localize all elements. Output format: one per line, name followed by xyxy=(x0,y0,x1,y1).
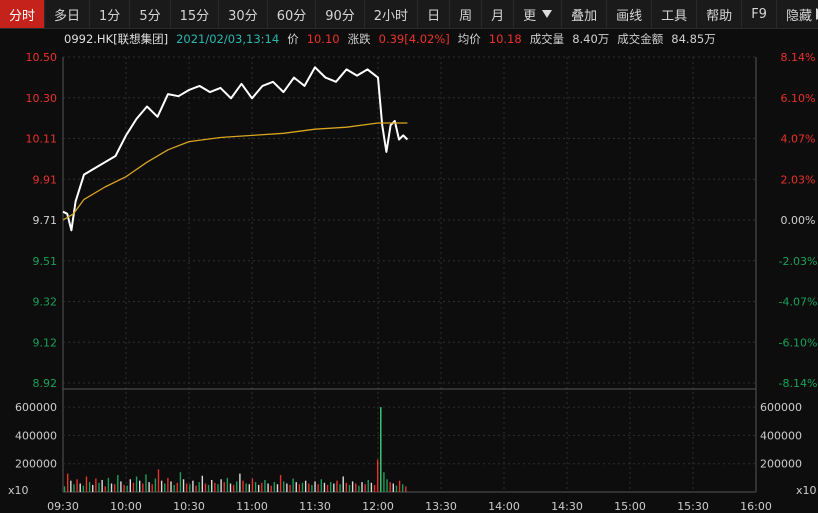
y-tick-label-left: 10.30 xyxy=(26,92,58,105)
x-tick-label: 10:00 xyxy=(110,500,142,513)
y-tick-label-right: -6.10% xyxy=(779,336,818,349)
tab-14[interactable]: 画线 xyxy=(607,0,653,28)
quote-info-bar: 0992.HK[联想集团] 2021/02/03,13:14 价 10.10 涨… xyxy=(0,29,818,49)
tab-label: 叠加 xyxy=(571,8,598,24)
y-tick-label-left: 10.50 xyxy=(26,51,58,64)
tab-label: 月 xyxy=(491,8,505,24)
tab-17[interactable]: F9 xyxy=(742,0,777,28)
tab-label: 周 xyxy=(459,8,473,24)
y-tick-label-right: 0.00% xyxy=(781,214,816,227)
x-tick-label: 14:30 xyxy=(551,500,583,513)
price-value: 10.10 xyxy=(306,32,340,46)
tab-label: 更 xyxy=(523,8,537,24)
turnover-value: 84.85万 xyxy=(671,32,716,46)
avg-price-label: 均价 xyxy=(457,32,481,46)
y-tick-label-left: 9.32 xyxy=(33,296,58,309)
x-tick-label: 15:30 xyxy=(677,500,709,513)
volume-tick-label-right: 600000 xyxy=(760,401,802,414)
volume-unit-label-right: x10 xyxy=(796,484,817,497)
y-tick-label-left: 9.12 xyxy=(33,336,58,349)
volume-tick-label-left: 200000 xyxy=(15,458,57,471)
x-tick-label: 12:00 xyxy=(362,500,394,513)
y-tick-label-left: 10.11 xyxy=(26,133,58,146)
tab-7[interactable]: 90分 xyxy=(316,0,365,28)
tab-label: 帮助 xyxy=(706,8,733,24)
volume-value: 8.40万 xyxy=(572,32,610,46)
x-tick-label: 09:30 xyxy=(47,500,79,513)
volume-label: 成交量 xyxy=(529,32,565,46)
y-tick-label-right: -8.14% xyxy=(779,377,818,390)
tab-11[interactable]: 月 xyxy=(482,0,515,28)
tab-15[interactable]: 工具 xyxy=(652,0,698,28)
y-tick-label-right: 6.10% xyxy=(781,92,816,105)
dropdown-arrow-icon[interactable] xyxy=(542,10,553,18)
tab-label: 多日 xyxy=(54,8,81,24)
x-tick-label: 15:00 xyxy=(614,500,646,513)
tab-label: 工具 xyxy=(661,8,688,24)
tab-label: 30分 xyxy=(228,8,258,24)
tab-18[interactable]: 隐藏 xyxy=(777,0,818,28)
x-tick-label: 11:30 xyxy=(299,500,331,513)
tab-label: 2小时 xyxy=(373,8,409,24)
tab-label: 90分 xyxy=(325,8,355,24)
turnover-label: 成交金额 xyxy=(617,32,664,46)
stock-code: 0992.HK[联想集团] xyxy=(64,32,169,46)
x-tick-label: 11:00 xyxy=(236,500,268,513)
tab-1[interactable]: 多日 xyxy=(45,0,91,28)
tab-label: 15分 xyxy=(179,8,210,24)
tab-label: 分时 xyxy=(9,8,36,24)
change-label: 涨跌 xyxy=(347,32,371,46)
y-tick-label-right: -4.07% xyxy=(779,296,818,309)
tab-label: 画线 xyxy=(616,8,643,24)
change-value: 0.39[4.02%] xyxy=(378,32,450,46)
tab-10[interactable]: 周 xyxy=(450,0,483,28)
volume-tick-label-right: 400000 xyxy=(760,429,802,442)
tab-label: 日 xyxy=(427,8,441,24)
y-tick-label-right: -2.03% xyxy=(779,255,818,268)
volume-unit-label-left: x10 xyxy=(8,484,29,497)
y-tick-label-right: 2.03% xyxy=(781,173,816,186)
tab-13[interactable]: 叠加 xyxy=(562,0,608,28)
y-tick-label-left: 8.92 xyxy=(33,377,58,390)
y-tick-label-left: 9.91 xyxy=(33,173,58,186)
price-label: 价 xyxy=(287,32,299,46)
tab-3[interactable]: 5分 xyxy=(130,0,171,28)
x-tick-label: 13:30 xyxy=(425,500,457,513)
x-tick-label: 10:30 xyxy=(173,500,205,513)
tab-label: 隐藏 xyxy=(785,8,812,24)
tab-4[interactable]: 15分 xyxy=(171,0,220,28)
tab-label: 60分 xyxy=(276,8,307,24)
y-tick-label-left: 9.51 xyxy=(33,255,58,268)
tab-2[interactable]: 1分 xyxy=(90,0,131,28)
tab-12[interactable]: 更 xyxy=(514,0,563,28)
volume-tick-label-left: 600000 xyxy=(15,401,57,414)
tab-label: 1分 xyxy=(99,8,121,24)
period-toolbar: 分时 多日 1分 5分 15分 30分 60分 90分 2小时 日 周 月 更 叠加 画线 工具 帮助 F9 隐藏 xyxy=(0,0,818,29)
tab-9[interactable]: 日 xyxy=(418,0,451,28)
y-tick-label-right: 4.07% xyxy=(781,133,816,146)
volume-tick-label-right: 200000 xyxy=(760,458,802,471)
tab-5[interactable]: 30分 xyxy=(219,0,268,28)
price-line xyxy=(62,66,409,232)
tab-0[interactable]: 分时 xyxy=(0,0,46,28)
average-price-line xyxy=(62,122,408,221)
tab-label: 5分 xyxy=(139,8,161,24)
tab-8[interactable]: 2小时 xyxy=(365,0,419,28)
cursor-datetime: 2021/02/03,13:14 xyxy=(176,32,280,46)
tab-label: F9 xyxy=(751,6,767,22)
expand-arrow-icon[interactable] xyxy=(815,8,818,20)
y-tick-label-left: 9.71 xyxy=(33,214,58,227)
x-tick-label: 16:00 xyxy=(740,500,772,513)
volume-tick-label-left: 400000 xyxy=(15,429,57,442)
avg-price-value: 10.18 xyxy=(488,32,522,46)
tab-16[interactable]: 帮助 xyxy=(697,0,743,28)
x-tick-label: 14:00 xyxy=(488,500,520,513)
y-tick-label-right: 8.14% xyxy=(781,51,816,64)
tab-6[interactable]: 60分 xyxy=(268,0,317,28)
